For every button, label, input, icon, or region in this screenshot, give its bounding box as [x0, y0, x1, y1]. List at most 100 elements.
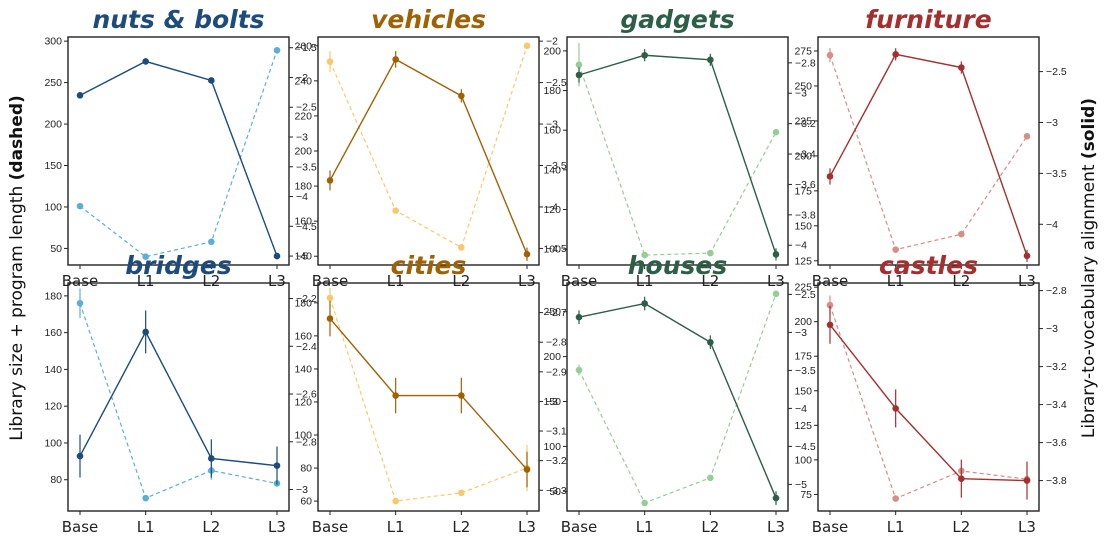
x-tick-label: L3 — [518, 272, 536, 290]
y-tick-label-left: 200 — [543, 351, 561, 363]
panel-title: furniture — [865, 5, 991, 34]
y-tick-label-left: 50 — [50, 243, 62, 255]
panel-nuts-bolts: nuts & bolts 50 100 150 200 250 300 −5 −4.5 −4 −3.… — [44, 5, 316, 290]
x-tick-label: Base — [561, 272, 598, 290]
data-point-dashed — [326, 58, 334, 65]
data-point-solid — [641, 300, 648, 307]
y-tick-label-right: −4.5 — [296, 221, 317, 233]
data-point-dashed — [326, 294, 334, 302]
y-tick-label-left: 300 — [44, 36, 62, 48]
data-point-solid — [142, 58, 149, 65]
plot-frame — [817, 282, 1040, 512]
y-tick-label-left: 140 — [294, 363, 312, 375]
y-tick-label-left: 150 — [543, 396, 561, 408]
y-tick-label-left: 180 — [294, 297, 312, 309]
x-tick-label: Base — [62, 518, 99, 536]
data-point-solid — [575, 71, 583, 79]
data-point-dashed — [142, 253, 149, 261]
y-tick-label-left: 150 — [794, 220, 812, 232]
series-line-dashed — [829, 304, 1028, 500]
y-tick-label-right: −2.8 — [546, 337, 567, 349]
y-tick-label-right: −3 — [795, 88, 807, 100]
y-tick-label-left: 140 — [543, 164, 561, 176]
x-tick-label: L1 — [387, 518, 405, 536]
y-tick-label-right: −3 — [296, 132, 308, 144]
plot-frame — [317, 36, 540, 266]
panel-vehicles: vehicles 140 160 180 200 220 240 260 −4.5 −4 −3.5 −… — [294, 5, 566, 290]
y-tick-label-left: 75 — [800, 489, 812, 501]
y-tick-label-right: −1.5 — [296, 42, 317, 54]
data-point-solid — [826, 173, 834, 180]
plot-frame — [317, 282, 540, 512]
x-tick-label: L3 — [1018, 518, 1036, 536]
y-tick-label-right: −3.5 — [795, 365, 816, 377]
data-point-dashed — [707, 474, 714, 482]
x-tick-label: L2 — [701, 518, 719, 536]
data-point-dashed — [458, 244, 465, 251]
y-tick-label-left: 100 — [794, 454, 812, 466]
panel-title: houses — [628, 251, 728, 280]
y-tick-label-left: 220 — [294, 110, 312, 122]
x-tick-label: L1 — [636, 518, 654, 536]
y-tick-label-left: 100 — [543, 441, 561, 453]
data-point-solid — [772, 251, 780, 258]
data-point-dashed — [523, 42, 531, 50]
y-tick-label-right: −2 — [546, 36, 558, 48]
y-tick-label-right: −3.6 — [1046, 437, 1067, 449]
y-tick-label-right: −3.2 — [546, 455, 567, 467]
series-line-solid — [578, 54, 777, 255]
y-tick-label-left: 160 — [294, 216, 312, 228]
x-tick-label: L1 — [887, 518, 905, 536]
data-point-solid — [892, 405, 899, 412]
y-tick-label-right: −3.1 — [546, 426, 567, 438]
series-line-dashed — [578, 293, 777, 504]
y-tick-label-left: 80 — [50, 474, 62, 486]
y-tick-label-right: −2.8 — [296, 436, 317, 448]
y-tick-label-right: −3 — [546, 396, 558, 408]
y-tick-label-left: 275 — [794, 45, 812, 57]
data-point-dashed — [392, 207, 399, 214]
x-tick-label: Base — [812, 518, 849, 536]
y-tick-label-left: 200 — [794, 150, 812, 162]
y-tick-label-right: −4 — [1046, 219, 1058, 231]
y-tick-label-right: −3.6 — [795, 179, 816, 191]
y-tick-label-left: 200 — [543, 45, 561, 57]
y-axis-label-right: Library-to-vocabulary alignment (solid) — [1079, 98, 1099, 438]
series-line-solid — [79, 60, 278, 257]
y-tick-label-right: −4 — [795, 240, 807, 252]
panel-title: castles — [879, 251, 978, 280]
x-tick-label: L2 — [452, 518, 470, 536]
series-line-dashed — [329, 45, 528, 249]
series-line-solid — [829, 324, 1028, 482]
x-tick-label: L3 — [268, 272, 286, 290]
data-point-dashed — [641, 251, 648, 259]
data-point-dashed — [458, 489, 465, 497]
data-point-solid — [458, 92, 465, 100]
data-point-solid — [326, 315, 334, 322]
data-point-dashed — [392, 497, 399, 505]
y-tick-label-right: −3.5 — [546, 160, 567, 172]
series-line-dashed — [79, 303, 278, 499]
x-tick-label: L3 — [767, 272, 785, 290]
y-tick-label-right: −4 — [795, 403, 807, 415]
y-tick-label-left: 160 — [543, 125, 561, 137]
data-point-solid — [826, 321, 834, 329]
y-tick-label-right: −2.9 — [546, 366, 567, 378]
y-tick-label-left: 100 — [294, 430, 312, 442]
x-tick-label: L2 — [952, 272, 970, 290]
y-tick-label-right: −3.2 — [795, 118, 816, 130]
data-point-dashed — [772, 290, 780, 298]
y-tick-label-right: −2.8 — [795, 57, 816, 69]
y-tick-label-right: −3.3 — [546, 485, 567, 497]
series-line-solid — [329, 318, 528, 471]
panel-gadgets: gadgets 100 120 140 160 180 200 −4 −3.8 −3.6 −3.4 −… — [543, 5, 815, 290]
data-point-solid — [458, 392, 465, 399]
y-tick-label-left: 150 — [44, 160, 62, 172]
y-tick-label-right: −3.5 — [296, 161, 317, 173]
series-line-dashed — [578, 64, 777, 256]
data-point-dashed — [273, 46, 281, 54]
x-tick-label: L1 — [137, 272, 155, 290]
data-point-dashed — [76, 299, 84, 307]
x-tick-label: L3 — [268, 518, 286, 536]
panel-title: vehicles — [371, 5, 486, 34]
